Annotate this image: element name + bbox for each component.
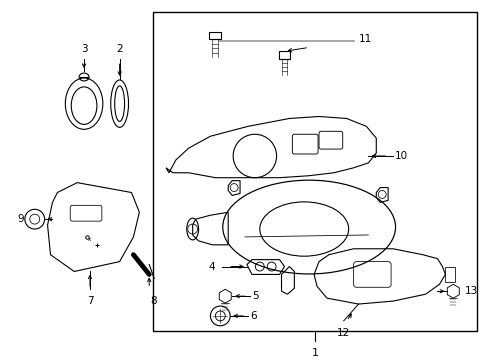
Bar	[278, 51, 290, 59]
Text: 11: 11	[358, 35, 371, 45]
Text: 1: 1	[311, 348, 318, 359]
Text: 3: 3	[81, 44, 87, 54]
Text: 10: 10	[394, 151, 407, 161]
Bar	[209, 32, 221, 40]
Text: 5: 5	[251, 291, 258, 301]
Text: 6: 6	[249, 311, 256, 321]
Text: 2: 2	[116, 44, 122, 54]
Text: 8: 8	[149, 296, 156, 306]
Bar	[445, 266, 454, 282]
Text: 12: 12	[336, 328, 349, 338]
Bar	[153, 12, 476, 331]
Text: 9: 9	[18, 214, 24, 224]
Text: 4: 4	[208, 262, 215, 271]
Text: 13: 13	[464, 286, 477, 296]
Text: x: x	[87, 237, 90, 242]
Text: 7: 7	[86, 296, 93, 306]
